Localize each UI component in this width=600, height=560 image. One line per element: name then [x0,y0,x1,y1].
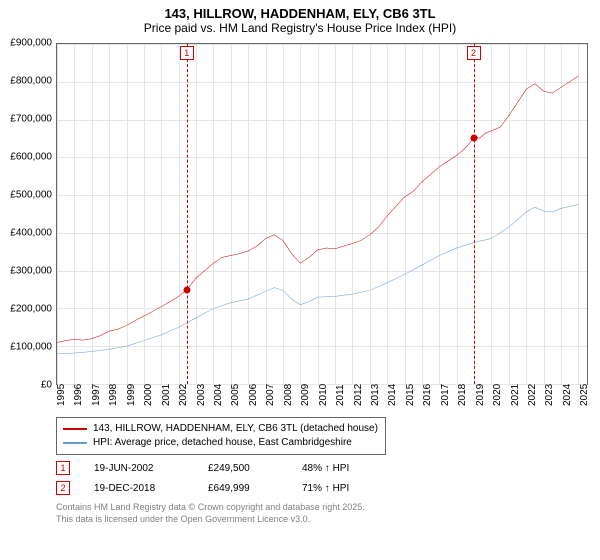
y-axis-label: £700,000 [2,114,52,125]
x-axis-label: 2021 [510,384,521,406]
x-axis-label: 2016 [422,384,433,406]
footer-line: Contains HM Land Registry data © Crown c… [56,501,592,513]
x-axis-label: 2019 [475,384,486,406]
transaction-table: 1 19-JUN-2002 £249,500 48% ↑ HPI 2 19-DEC-201… [56,461,592,495]
transaction-pct: 48% ↑ HPI [302,463,382,474]
x-axis-label: 2004 [213,384,224,406]
series-line-hpi [57,205,578,354]
x-axis-label: 2015 [405,384,416,406]
plot-region: 12 [56,43,588,385]
x-axis-label: 2020 [492,384,503,406]
x-axis-label: 2008 [283,384,294,406]
transaction-flag: 2 [56,481,70,495]
legend: 143, HILLROW, HADDENHAM, ELY, CB6 3TL (d… [56,417,386,455]
y-axis-label: £600,000 [2,152,52,163]
transaction-price: £649,999 [208,483,278,494]
x-axis-label: 2001 [161,384,172,406]
x-axis-label: 2005 [230,384,241,406]
y-axis-label: £100,000 [2,342,52,353]
x-axis-label: 2006 [248,384,259,406]
y-axis-label: £0 [2,380,52,391]
x-axis-label: 2022 [527,384,538,406]
footer-line: This data is licensed under the Open Gov… [56,513,592,525]
chart-title: 143, HILLROW, HADDENHAM, ELY, CB6 3TL [0,6,600,21]
legend-item: HPI: Average price, detached house, East… [63,436,379,450]
x-axis-label: 2003 [196,384,207,406]
x-axis-label: 2002 [178,384,189,406]
transaction-row: 1 19-JUN-2002 £249,500 48% ↑ HPI [56,461,592,475]
legend-item: 143, HILLROW, HADDENHAM, ELY, CB6 3TL (d… [63,422,379,436]
chart-subtitle: Price paid vs. HM Land Registry's House … [0,21,600,35]
x-axis-label: 2014 [387,384,398,406]
y-axis-label: £400,000 [2,228,52,239]
x-axis-label: 1997 [91,384,102,406]
x-axis-label: 2025 [579,384,590,406]
transaction-flag: 1 [56,461,70,475]
legend-swatch [63,442,87,444]
chart-container: 143, HILLROW, HADDENHAM, ELY, CB6 3TL Pr… [0,0,600,560]
x-axis-label: 2010 [318,384,329,406]
legend-swatch [63,428,87,430]
transaction-pct: 71% ↑ HPI [302,483,382,494]
transaction-date: 19-JUN-2002 [94,463,184,474]
x-axis-label: 2018 [457,384,468,406]
legend-label: 143, HILLROW, HADDENHAM, ELY, CB6 3TL (d… [93,422,378,436]
transaction-row: 2 19-DEC-2018 £649,999 71% ↑ HPI [56,481,592,495]
y-axis-label: £200,000 [2,304,52,315]
transaction-price: £249,500 [208,463,278,474]
y-axis-label: £300,000 [2,266,52,277]
line-series-svg [57,44,587,384]
attribution-footer: Contains HM Land Registry data © Crown c… [56,501,592,525]
x-axis-label: 1998 [108,384,119,406]
series-line-price_paid [57,76,578,342]
legend-label: HPI: Average price, detached house, East… [93,436,352,450]
x-axis-label: 1995 [56,384,67,406]
x-axis-label: 2012 [353,384,364,406]
x-axis-label: 2011 [335,384,346,406]
x-axis-label: 2013 [370,384,381,406]
chart-area: 12 £0£100,000£200,000£300,000£400,000£50… [8,43,592,413]
y-axis-label: £900,000 [2,38,52,49]
x-axis-label: 2009 [300,384,311,406]
x-axis-label: 1999 [126,384,137,406]
x-axis-label: 1996 [73,384,84,406]
x-axis-label: 2023 [544,384,555,406]
y-axis-label: £800,000 [2,76,52,87]
x-axis-label: 2017 [440,384,451,406]
transaction-date: 19-DEC-2018 [94,483,184,494]
y-axis-label: £500,000 [2,190,52,201]
title-block: 143, HILLROW, HADDENHAM, ELY, CB6 3TL Pr… [0,0,600,37]
x-axis-label: 2007 [265,384,276,406]
x-axis-label: 2024 [562,384,573,406]
x-axis-label: 2000 [143,384,154,406]
